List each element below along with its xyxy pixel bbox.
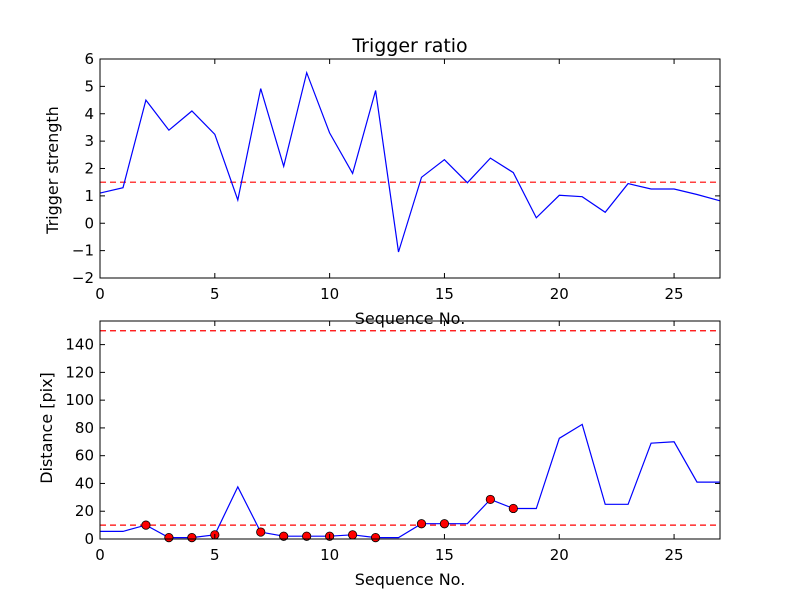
plot-marks — [100, 330, 720, 543]
y-tick-label: 20 — [75, 502, 94, 520]
data-point — [279, 531, 289, 541]
data-point — [187, 533, 197, 543]
y-tick-label: −1 — [72, 242, 94, 260]
plot-title: Trigger ratio — [351, 35, 467, 57]
x-tick-label: 10 — [320, 285, 339, 303]
data-point — [256, 527, 266, 537]
y-tick-label: 140 — [65, 336, 94, 354]
x-tick-label: 25 — [665, 285, 684, 303]
y-tick-label: −2 — [72, 269, 94, 287]
data-point — [416, 519, 427, 529]
y-tick-label: 80 — [75, 419, 94, 437]
x-tick-label: 0 — [95, 546, 105, 564]
series-line — [100, 423, 720, 539]
y-axis-label: Distance [pix] — [37, 372, 56, 484]
data-point — [485, 494, 495, 505]
data-point — [302, 531, 312, 541]
plot-axes: 0 5 10 15 20 25 −2 −1 0 1 2 3 4 5 6 — [72, 50, 721, 303]
plot-marks — [99, 70, 721, 253]
y-tick-label: 60 — [75, 447, 94, 465]
y-tick-label: 100 — [65, 391, 94, 409]
plot-frame — [99, 320, 721, 540]
y-tick-label: 2 — [84, 160, 94, 178]
plot-axes: 0 5 10 15 20 25 0 20 40 60 80 100 120 140 — [65, 320, 721, 564]
data-point — [347, 530, 358, 540]
x-tick-label: 25 — [665, 546, 684, 564]
y-tick-label: 4 — [84, 105, 94, 123]
x-tick-label: 10 — [320, 546, 339, 564]
distance-plot: Sequence No. Distance [pix] 0 5 10 15 20 25 0 2… — [37, 320, 721, 589]
data-point — [141, 520, 151, 530]
x-axis-label: Sequence No. — [355, 309, 466, 328]
trigger-ratio-plot: Trigger ratio Sequence No. Trigger stren… — [43, 35, 721, 328]
x-axis-label: Sequence No. — [355, 570, 466, 589]
data-point — [164, 533, 174, 543]
y-tick-label: 0 — [84, 530, 94, 548]
x-tick-label: 5 — [210, 546, 220, 564]
x-tick-label: 5 — [210, 285, 220, 303]
data-point — [508, 503, 518, 514]
y-tick-label: 3 — [84, 132, 94, 150]
y-tick-label: 120 — [65, 363, 94, 381]
x-tick-label: 20 — [550, 285, 569, 303]
x-tick-label: 20 — [550, 546, 569, 564]
series-line — [99, 70, 721, 253]
x-tick-label: 15 — [435, 546, 454, 564]
x-tick-label: 0 — [95, 285, 105, 303]
data-point — [370, 533, 381, 543]
x-tick-label: 15 — [435, 285, 454, 303]
y-tick-label: 1 — [84, 187, 94, 205]
y-tick-label: 0 — [84, 214, 94, 232]
y-tick-label: 40 — [75, 474, 94, 492]
data-point — [439, 519, 450, 529]
y-tick-label: 6 — [84, 50, 94, 68]
y-axis-label: Trigger strength — [43, 106, 62, 235]
y-tick-label: 5 — [84, 77, 94, 95]
